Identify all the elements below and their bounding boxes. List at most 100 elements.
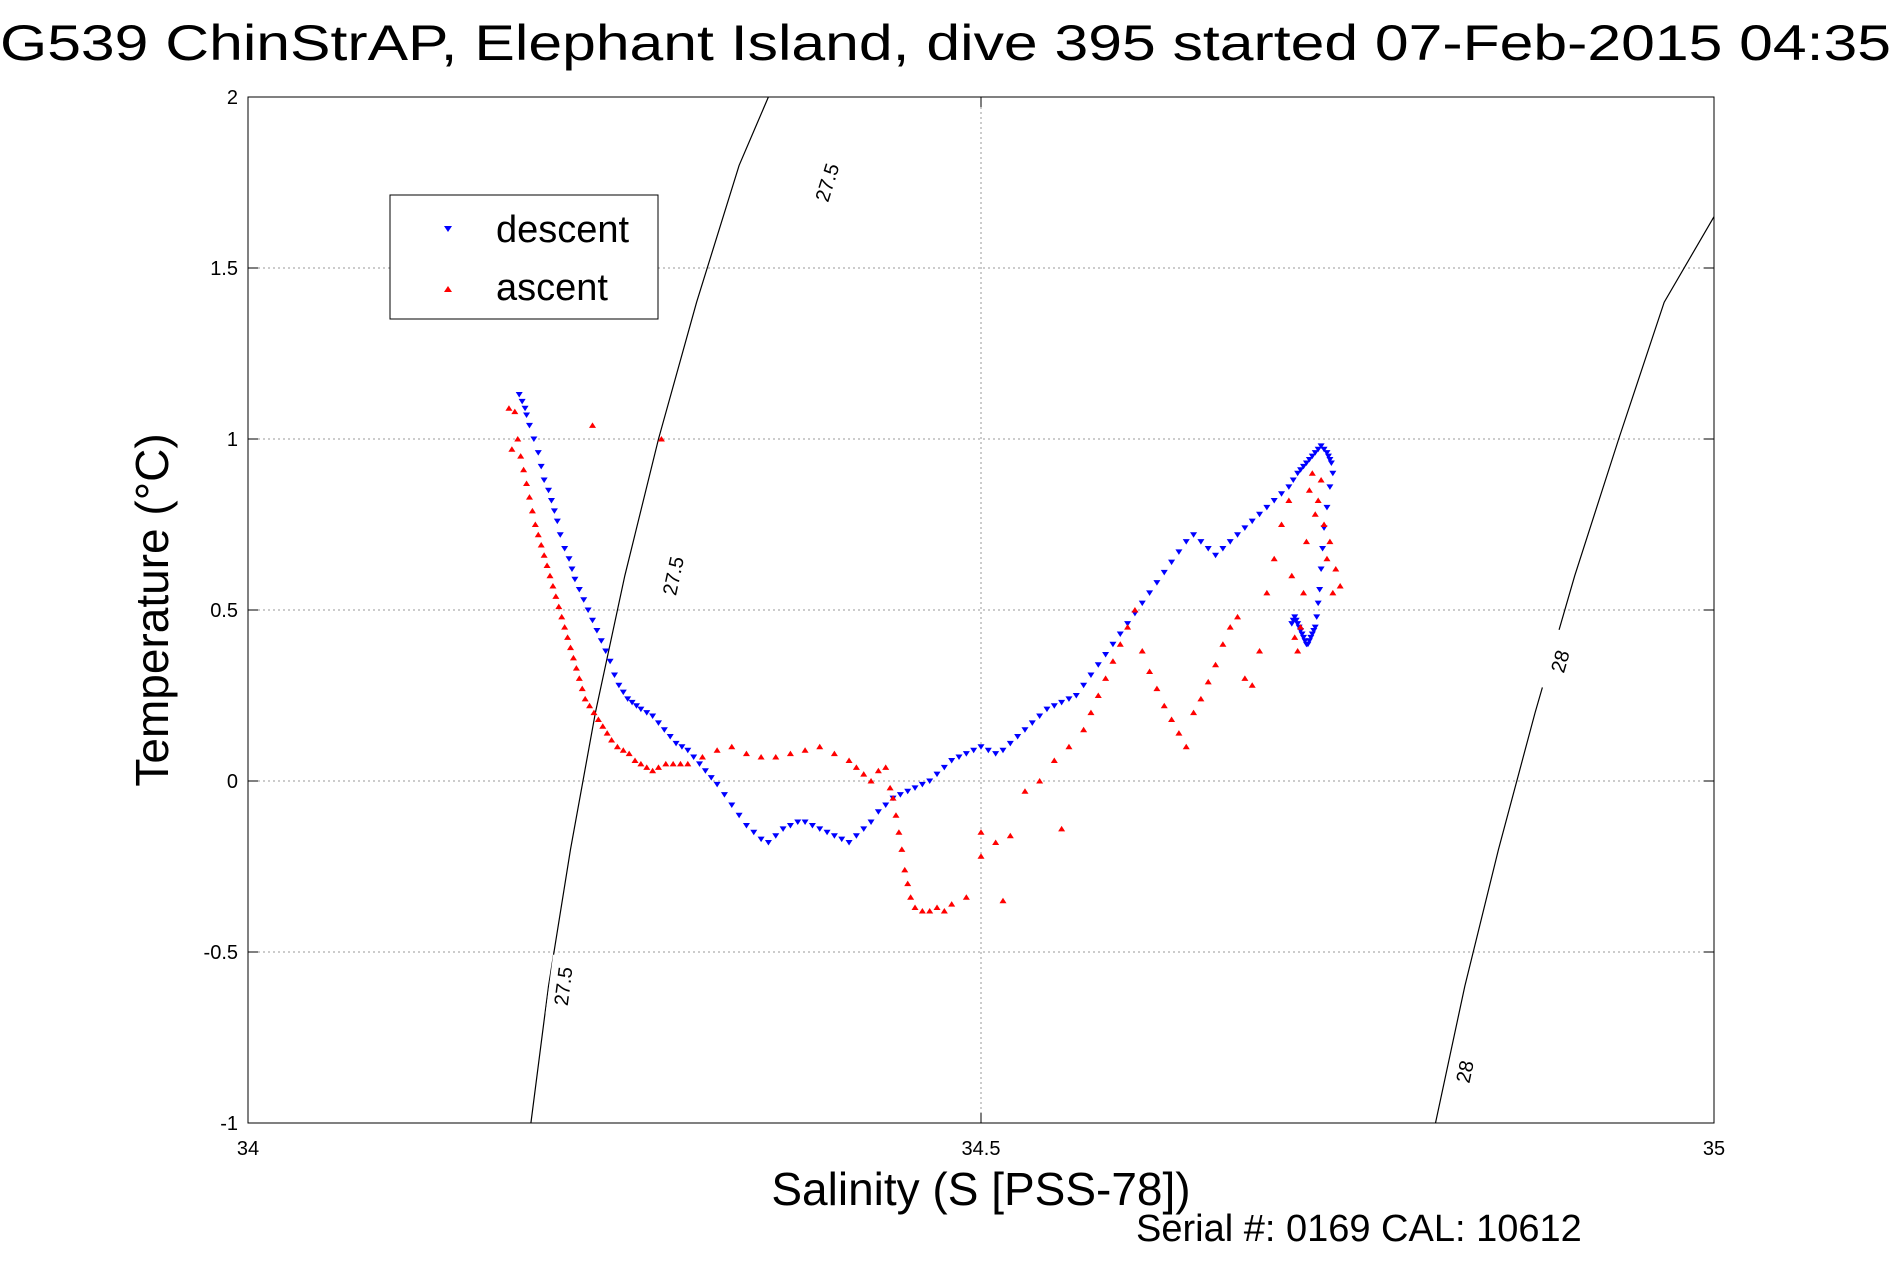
serial-footer: Serial #: 0169 CAL: 10612 <box>1136 1208 1582 1250</box>
y-tick-label: 0.5 <box>210 600 238 622</box>
descent-point <box>1197 539 1205 545</box>
ascent-point <box>599 723 607 729</box>
x-tick-label: 34 <box>237 1138 259 1160</box>
contour-label-bg <box>804 149 850 216</box>
descent-point <box>550 508 558 514</box>
ascent-point <box>543 562 551 569</box>
ascent-point <box>898 846 906 852</box>
descent-point <box>696 761 704 767</box>
descent-point <box>649 713 657 720</box>
ascent-point <box>742 750 750 757</box>
descent-point <box>918 781 926 788</box>
descent-point <box>1175 549 1183 555</box>
descent-point <box>628 699 636 706</box>
ascent-point <box>1308 470 1316 476</box>
descent-point <box>933 771 941 778</box>
ascent-point <box>1212 661 1220 668</box>
y-axis-label: Temperature (°C) <box>126 433 178 786</box>
ascent-point <box>564 634 572 640</box>
legend-label-descent: descent <box>496 209 630 251</box>
descent-point <box>1028 720 1036 726</box>
descent-point <box>1307 634 1315 641</box>
descent-point <box>684 747 692 754</box>
descent-point <box>1065 696 1073 702</box>
ascent-point <box>594 716 602 722</box>
ascent-point <box>1131 607 1139 613</box>
ascent-point <box>643 764 651 770</box>
legend-label-ascent: ascent <box>496 267 608 309</box>
ascent-point <box>801 747 809 753</box>
descent-point <box>1278 491 1286 497</box>
ascent-point <box>1336 583 1344 589</box>
descent-point <box>1058 699 1066 706</box>
descent-point <box>1087 672 1095 678</box>
descent-point <box>750 829 758 836</box>
descent-point <box>1021 727 1029 733</box>
descent-point <box>992 751 1000 757</box>
ascent-point <box>889 795 897 801</box>
descent-point <box>1043 706 1051 713</box>
descent-point <box>1072 693 1080 699</box>
ascent-point <box>1102 675 1110 681</box>
ascent-point <box>1256 648 1264 654</box>
ascent-point <box>523 480 531 486</box>
descent-point <box>707 775 715 781</box>
ascent-point <box>1226 624 1234 630</box>
ascent-point <box>1021 788 1029 794</box>
descent-point <box>611 672 618 678</box>
ascent-point <box>992 839 1000 846</box>
ascent-point <box>901 866 909 873</box>
descent-point <box>1153 580 1161 586</box>
ascent-point <box>977 829 985 835</box>
ascent-point <box>1036 778 1044 784</box>
descent-point <box>1329 470 1337 477</box>
descent-point <box>970 747 978 754</box>
chart-title: G539 ChinStrAP, Elephant Island, dive 39… <box>0 15 1891 71</box>
descent-point <box>940 764 948 771</box>
ascent-point <box>508 446 516 452</box>
descent-point <box>1310 628 1318 634</box>
ascent-point <box>1302 538 1310 545</box>
descent-point <box>1314 600 1322 607</box>
ascent-point <box>590 709 598 716</box>
descent-point <box>882 802 890 808</box>
descent-point <box>757 836 765 843</box>
ascent-point <box>1314 497 1322 504</box>
ascent-point <box>962 894 970 900</box>
descent-point <box>1326 484 1334 490</box>
ascent-point <box>1182 743 1190 750</box>
ascent-point <box>757 754 765 760</box>
y-tick-label: 2 <box>227 87 238 109</box>
descent-point <box>1102 651 1110 658</box>
descent-point <box>518 398 526 405</box>
ascent-point <box>911 904 919 911</box>
ascent-point <box>867 778 875 784</box>
descent-point <box>672 740 680 747</box>
descent-point <box>977 744 985 750</box>
ascent-point <box>926 907 934 914</box>
descent-point <box>637 706 645 713</box>
axis-ticks: 34 34.5 35 -1 -0.5 0 0.5 1 1.5 2 <box>204 87 1726 1160</box>
ascent-point <box>772 754 780 760</box>
descent-point <box>540 477 548 484</box>
descent-point <box>602 648 610 655</box>
descent-point <box>1289 617 1297 624</box>
descent-point <box>525 422 533 429</box>
descent-point <box>1311 450 1319 456</box>
descent-point <box>619 689 627 696</box>
ascent-point <box>1297 624 1305 630</box>
descent-point <box>1326 457 1334 463</box>
gridlines <box>248 97 1714 1123</box>
descent-point <box>537 463 545 470</box>
ascent-point <box>1146 668 1154 675</box>
ascent-point <box>874 767 882 774</box>
descent-point <box>1311 624 1319 631</box>
ascent-point <box>569 654 577 661</box>
descent-point <box>779 826 787 832</box>
descent-point <box>823 829 831 836</box>
descent-point <box>553 518 561 525</box>
descent-point <box>545 487 553 494</box>
ascent-point <box>662 760 670 767</box>
descent-point <box>1319 545 1327 552</box>
